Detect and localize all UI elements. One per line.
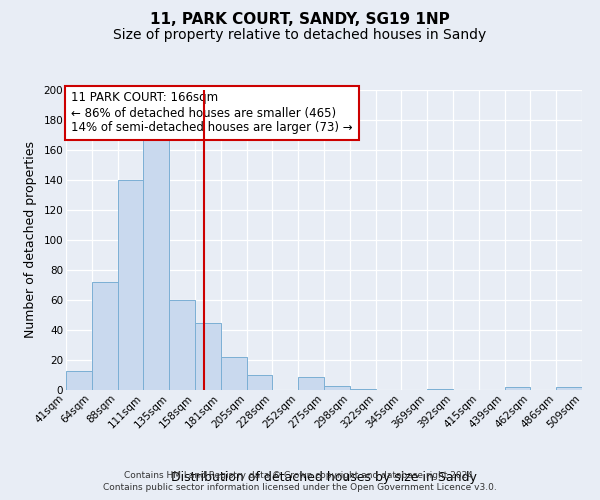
Bar bbox=[556, 387, 582, 390]
Text: 11, PARK COURT, SANDY, SG19 1NP: 11, PARK COURT, SANDY, SG19 1NP bbox=[150, 12, 450, 28]
Bar bbox=[195, 322, 221, 390]
X-axis label: Distribution of detached houses by size in Sandy: Distribution of detached houses by size … bbox=[171, 472, 477, 484]
Bar bbox=[143, 140, 169, 390]
Text: 11 PARK COURT: 166sqm
← 86% of detached houses are smaller (465)
14% of semi-det: 11 PARK COURT: 166sqm ← 86% of detached … bbox=[71, 92, 353, 134]
Bar bbox=[221, 357, 247, 390]
Text: Contains HM Land Registry data © Crown copyright and database right 2024.
Contai: Contains HM Land Registry data © Crown c… bbox=[103, 471, 497, 492]
Bar bbox=[350, 388, 376, 390]
Bar bbox=[324, 386, 350, 390]
Bar bbox=[427, 388, 453, 390]
Text: Size of property relative to detached houses in Sandy: Size of property relative to detached ho… bbox=[113, 28, 487, 42]
Bar bbox=[298, 376, 324, 390]
Bar bbox=[92, 282, 118, 390]
Bar bbox=[247, 375, 272, 390]
Bar bbox=[169, 300, 195, 390]
Bar bbox=[66, 370, 92, 390]
Bar bbox=[118, 180, 143, 390]
Y-axis label: Number of detached properties: Number of detached properties bbox=[23, 142, 37, 338]
Bar bbox=[505, 387, 530, 390]
